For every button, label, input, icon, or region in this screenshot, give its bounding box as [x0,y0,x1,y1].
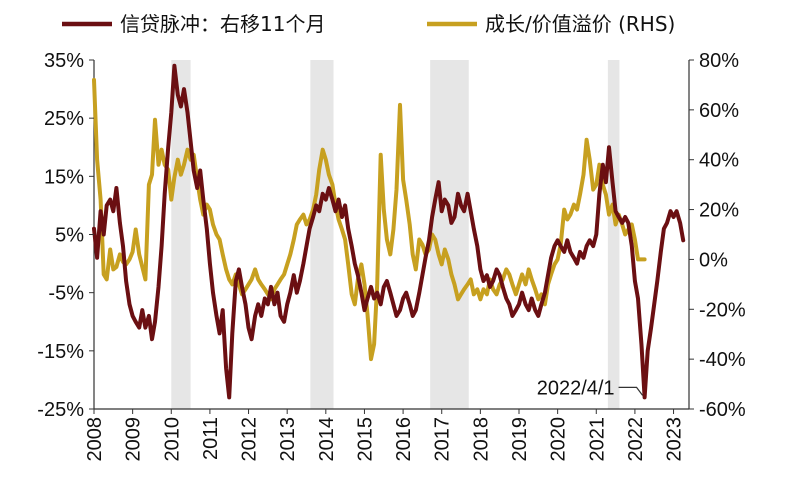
left-tick-label: 35% [44,50,84,72]
right-tick-label: -60% [699,399,746,421]
left-tick-label: -5% [48,283,84,305]
annotation-leader [618,386,644,396]
x-tick-label: 2023 [664,417,686,462]
shaded-period-1 [171,60,191,409]
left-tick-label: 25% [44,108,84,130]
x-tick-label: 2008 [84,417,106,462]
right-tick-label: 80% [699,50,739,72]
right-tick-label: -20% [699,299,746,321]
annotation-label: 2022/4/1 [537,377,615,399]
legend-label-1: 信贷脉冲：右移11个月 [120,12,325,36]
legend: 信贷脉冲：右移11个月 成长/价值溢价 (RHS) [62,12,675,36]
x-tick-label: 2019 [509,417,531,462]
x-tick-label: 2022 [625,417,647,462]
growth-value-premium-line [92,77,647,362]
shaded-period-4 [607,60,620,409]
left-tick-label: -15% [37,341,84,363]
x-tick-label: 2017 [432,417,454,462]
x-tick-label: 2020 [548,417,570,462]
right-tick-label: 40% [699,150,739,172]
series-lines [92,63,686,400]
legend-label-2: 成长/价值溢价 (RHS) [485,12,675,36]
left-tick-label: 5% [55,225,84,247]
x-tick-label: 2012 [239,417,261,462]
x-tick-label: 2016 [393,417,415,462]
x-tick-label: 2015 [354,417,376,462]
x-tick-label: 2018 [470,417,492,462]
x-tick-label: 2021 [586,417,608,462]
left-tick-label: 15% [44,166,84,188]
right-tick-label: 20% [699,200,739,222]
x-tick-label: 2010 [161,417,183,462]
credit-impulse-line [92,63,686,400]
x-tick-label: 2013 [277,417,299,462]
shaded-period-2 [310,60,334,409]
x-tick-label: 2014 [316,417,338,462]
left-tick-label: -25% [37,399,84,421]
right-tick-label: -40% [699,349,746,371]
shaded-period-3 [430,60,469,409]
right-tick-label: 0% [699,249,728,271]
annotations: 2022/4/1 [537,377,644,399]
x-tick-label: 2011 [200,417,222,460]
x-tick-label: 2009 [123,417,145,462]
left-axis-ticks: 35% 25% 15% 5% -5% -15% -25% [37,50,94,421]
x-axis-ticks: 2008 2009 2010 2011 2012 2013 2014 2015 2016 2017… [84,409,686,462]
right-axis-ticks: 80% 60% 40% 20% 0% -20% -40% -60% [689,50,746,421]
right-tick-label: 60% [699,100,739,122]
shaded-periods [171,60,620,409]
